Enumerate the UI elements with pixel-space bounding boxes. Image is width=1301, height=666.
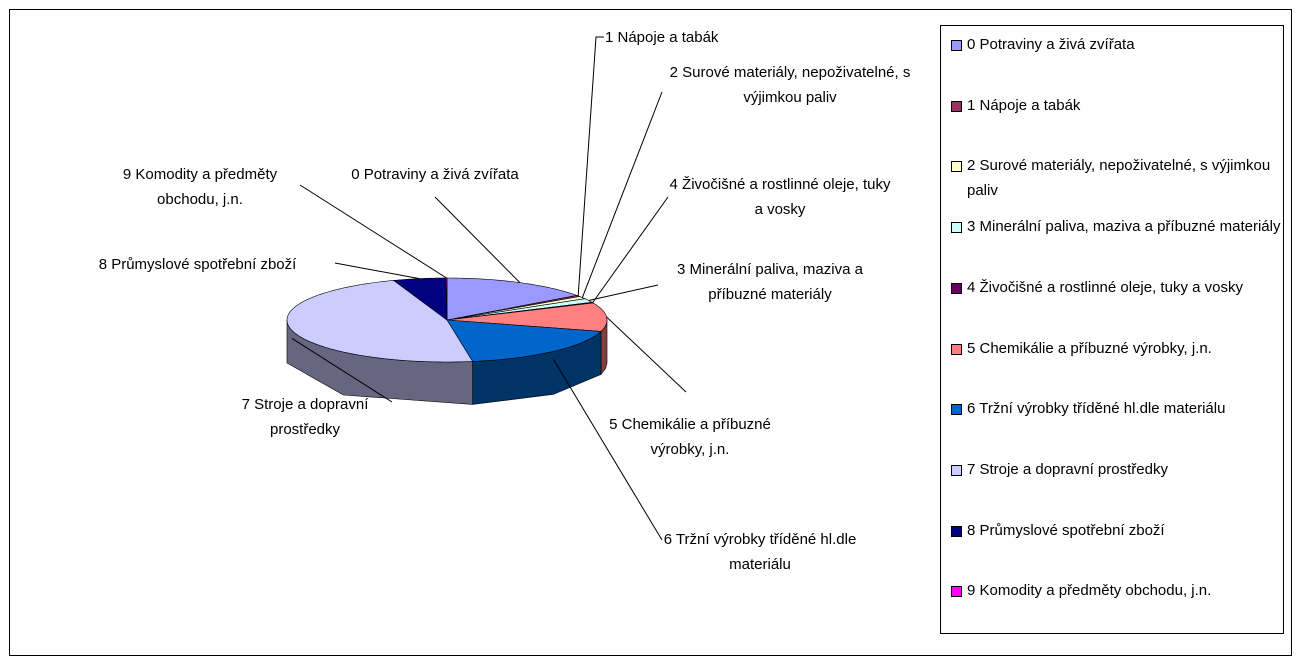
leader-line bbox=[577, 36, 604, 296]
slice bbox=[392, 277, 448, 321]
legend-item: 8 Průmyslové spotřební zboží bbox=[951, 518, 1292, 543]
legend-swatch bbox=[951, 222, 962, 234]
slice bbox=[446, 319, 602, 362]
data-label: 9 Komodity a předměty obchodu, j.n. bbox=[122, 166, 278, 208]
legend-label: 8 Průmyslové spotřební zboží bbox=[967, 521, 1165, 539]
legend-label: 4 Živočišné a rostlinné oleje, tuky a vo… bbox=[967, 278, 1243, 296]
legend-item: 4 Živočišné a rostlinné oleje, tuky a vo… bbox=[951, 275, 1292, 300]
leader-line bbox=[606, 316, 687, 393]
legend-swatch bbox=[951, 343, 962, 355]
legend-swatch bbox=[951, 100, 962, 112]
legend-swatch bbox=[951, 404, 962, 416]
legend-label: 2 Surové materiály, nepoživatelné, s výj… bbox=[967, 157, 1271, 200]
leader-line bbox=[334, 262, 420, 280]
data-label: 1 Nápoje a tabák bbox=[605, 29, 719, 46]
legend-item: 0 Potraviny a živá zvířata bbox=[951, 32, 1292, 57]
legend-swatch bbox=[951, 525, 962, 537]
legend-swatch bbox=[951, 161, 962, 173]
legend-label: 3 Minerální paliva, maziva a příbuzné ma… bbox=[967, 218, 1281, 236]
slice bbox=[286, 280, 474, 363]
data-label: 4 Živočišné a rostlinné oleje, tuky a vo… bbox=[669, 176, 891, 218]
slice bbox=[445, 277, 448, 321]
leader-line bbox=[291, 337, 393, 403]
leader-line bbox=[588, 284, 659, 301]
data-label: 5 Chemikálie a příbuzné výrobky, j.n. bbox=[609, 416, 771, 458]
legend-item: 7 Stroje a dopravní prostředky bbox=[951, 457, 1292, 482]
legend-label: 5 Chemikálie a příbuzné výrobky, j.n. bbox=[967, 339, 1212, 357]
chart-frame bbox=[9, 9, 1292, 656]
legend-item: 5 Chemikálie a příbuzné výrobky, j.n. bbox=[951, 336, 1292, 361]
legend-swatch bbox=[951, 40, 962, 51]
legend-label: 9 Komodity a předměty obchodu, j.n. bbox=[967, 582, 1212, 600]
legend-item: 9 Komodity a předměty obchodu, j.n. bbox=[951, 578, 1292, 603]
legend-swatch bbox=[951, 282, 962, 294]
data-label: 2 Surové materiály, nepoživatelné, s výj… bbox=[669, 64, 911, 106]
legend-label: 1 Nápoje a tabák bbox=[967, 96, 1081, 114]
legend-item: 3 Minerální paliva, maziva a příbuzné ma… bbox=[951, 214, 1292, 239]
legend-label: 6 Tržní výrobky tříděné hl.dle materiálu bbox=[967, 400, 1226, 418]
leader-line bbox=[434, 196, 521, 283]
slice bbox=[446, 302, 608, 332]
legend-item: 1 Nápoje a tabák bbox=[951, 93, 1292, 118]
data-label: 7 Stroje a dopravní prostředky bbox=[241, 396, 369, 438]
data-label: 6 Tržní výrobky tříděné hl.dle materiálu bbox=[663, 531, 857, 573]
leader-line bbox=[299, 184, 447, 279]
leader-line bbox=[553, 359, 663, 541]
leader-line bbox=[592, 196, 669, 303]
legend-label: 7 Stroje a dopravní prostředky bbox=[967, 460, 1168, 478]
data-label: 3 Minerální paliva, maziva a příbuzné ma… bbox=[677, 261, 863, 303]
legend-label: 0 Potraviny a živá zvířata bbox=[967, 36, 1135, 53]
legend-item: 2 Surové materiály, nepoživatelné, s výj… bbox=[951, 153, 1292, 203]
leader-line bbox=[581, 91, 663, 298]
legend: 0 Potraviny a živá zvířata 1 Nápoje a tab… bbox=[940, 25, 1284, 634]
data-label: 0 Potraviny a živá zvířata bbox=[351, 166, 519, 183]
legend-swatch bbox=[951, 586, 962, 598]
legend-swatch bbox=[951, 464, 962, 476]
data-label: 8 Průmyslové spotřební zboží bbox=[98, 256, 297, 273]
legend-item: 6 Tržní výrobky tříděné hl.dle materiálu bbox=[951, 396, 1292, 421]
